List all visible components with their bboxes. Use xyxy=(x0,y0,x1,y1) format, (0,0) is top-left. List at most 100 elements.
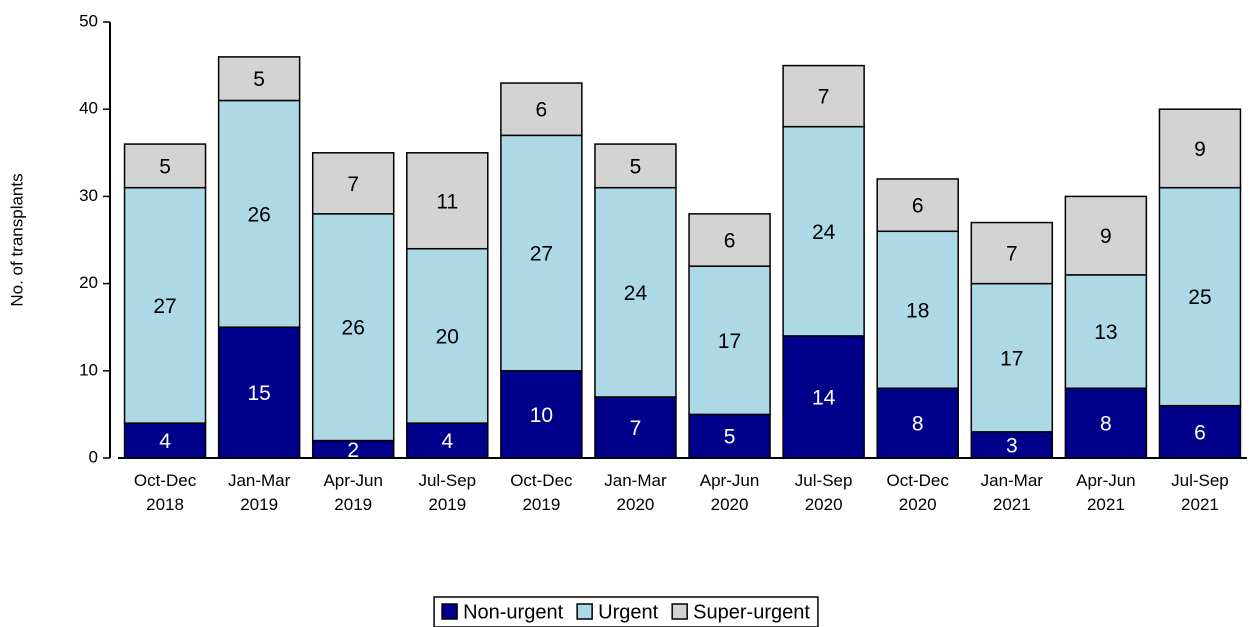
y-tick-label: 40 xyxy=(79,99,98,118)
legend: Non-urgent Urgent Super-urgent xyxy=(433,596,819,627)
data-label: 8 xyxy=(912,413,924,436)
x-tick-line: 2019 xyxy=(522,495,560,514)
x-tick-line: 2019 xyxy=(240,495,278,514)
bar-segment xyxy=(876,230,959,389)
x-tick-line: 2021 xyxy=(1087,495,1125,514)
bar-segment xyxy=(123,422,207,459)
data-label: 7 xyxy=(1006,243,1018,266)
bar-segment xyxy=(217,56,301,102)
x-tick-line: Apr-Jun xyxy=(323,471,383,490)
x-tick-line: Apr-Jun xyxy=(1076,471,1136,490)
x-tick-line: Jan-Mar xyxy=(228,471,291,490)
data-label: 26 xyxy=(342,317,365,340)
x-tick-label: Oct-Dec 2019 xyxy=(510,471,573,514)
x-tick-line: 2018 xyxy=(146,495,184,514)
x-tick-line: Jul-Sep xyxy=(418,471,476,490)
data-label: 6 xyxy=(1194,421,1206,444)
data-label: 5 xyxy=(630,155,642,178)
x-tick-label: Apr-Jun 2019 xyxy=(323,471,383,514)
data-label: 20 xyxy=(436,325,459,348)
x-tick-line: 2019 xyxy=(334,495,372,514)
x-tick-label: Jul-Sep 2021 xyxy=(1171,471,1229,514)
legend-label: Urgent xyxy=(598,601,658,623)
bar-segment xyxy=(500,82,583,137)
data-label: 2 xyxy=(347,439,359,462)
y-tick-label: 50 xyxy=(79,11,98,30)
x-tick-line: Oct-Dec xyxy=(887,471,950,490)
data-label: 24 xyxy=(624,282,648,305)
x-tick-line: Jan-Mar xyxy=(981,471,1044,490)
x-tick-line: 2020 xyxy=(711,495,749,514)
x-tick-label: Jul-Sep 2020 xyxy=(795,471,853,514)
data-label: 4 xyxy=(159,430,171,453)
x-tick-line: 2021 xyxy=(993,495,1031,514)
legend-swatch xyxy=(441,603,458,620)
bar-segment xyxy=(500,134,583,372)
data-label: 13 xyxy=(1094,321,1117,344)
bar-segment xyxy=(1158,108,1242,189)
data-label: 6 xyxy=(724,230,736,253)
data-label: 7 xyxy=(818,86,830,109)
legend-swatch xyxy=(671,603,688,620)
x-tick-line: 2019 xyxy=(428,495,466,514)
bar-segment xyxy=(123,143,207,189)
data-label: 26 xyxy=(247,203,270,226)
bar-segment xyxy=(782,335,865,459)
x-tick-line: Jan-Mar xyxy=(604,471,667,490)
bar-segment xyxy=(406,247,489,424)
data-label: 24 xyxy=(812,221,836,244)
data-label: 6 xyxy=(536,99,548,122)
legend-swatch xyxy=(576,603,593,620)
bar-segment xyxy=(782,64,865,128)
bar-segment xyxy=(594,396,677,459)
y-tick-label: 0 xyxy=(89,447,98,466)
data-label: 7 xyxy=(347,173,359,196)
data-label: 25 xyxy=(1188,286,1211,309)
data-label: 11 xyxy=(436,190,458,213)
bar-segment xyxy=(406,152,489,250)
data-label: 5 xyxy=(159,155,171,178)
legend-box xyxy=(433,596,819,627)
x-tick-line: Apr-Jun xyxy=(700,471,760,490)
data-label: 6 xyxy=(912,195,924,218)
legend-label: Super-urgent xyxy=(693,601,810,623)
bar-segment xyxy=(311,152,395,215)
data-label: 10 xyxy=(530,404,553,427)
bar-segment xyxy=(594,143,677,189)
x-tick-label: Jul-Sep 2019 xyxy=(418,471,476,514)
y-tick-label: 10 xyxy=(79,360,98,379)
bar-segment xyxy=(970,431,1054,459)
x-tick-label: Apr-Jun 2021 xyxy=(1076,471,1136,514)
data-label: 5 xyxy=(724,426,736,449)
bar-segment xyxy=(876,387,959,459)
data-label: 17 xyxy=(718,330,741,353)
bar-segment xyxy=(1158,186,1242,407)
x-tick-line: Jul-Sep xyxy=(1171,471,1229,490)
data-label: 27 xyxy=(153,295,176,318)
bar-segment xyxy=(688,413,771,459)
bar-segment xyxy=(123,186,207,424)
bar-segment xyxy=(688,213,771,267)
x-tick-label: Apr-Jun 2020 xyxy=(700,471,760,514)
x-tick-line: Oct-Dec xyxy=(134,471,197,490)
bar-segment xyxy=(970,221,1054,285)
bar-segment xyxy=(688,265,771,416)
bar-segment xyxy=(217,99,301,328)
bar-segment xyxy=(1064,195,1148,276)
data-label: 3 xyxy=(1006,434,1018,457)
data-label: 27 xyxy=(530,243,553,266)
data-label: 14 xyxy=(812,387,836,410)
x-tick-label: Jan-Mar 2021 xyxy=(981,471,1044,514)
bar-segment xyxy=(876,178,959,233)
x-tick-line: 2020 xyxy=(805,495,843,514)
x-tick-line: 2020 xyxy=(899,495,937,514)
y-tick-label: 30 xyxy=(79,186,98,205)
legend-label: Non-urgent xyxy=(463,601,564,623)
x-tick-label: Oct-Dec 2020 xyxy=(887,471,950,514)
bar-segment xyxy=(1158,404,1242,459)
data-label: 5 xyxy=(253,68,265,91)
y-axis-label: No. of transplants xyxy=(7,173,26,306)
data-label: 8 xyxy=(1100,413,1112,436)
bar-segment xyxy=(500,370,583,459)
